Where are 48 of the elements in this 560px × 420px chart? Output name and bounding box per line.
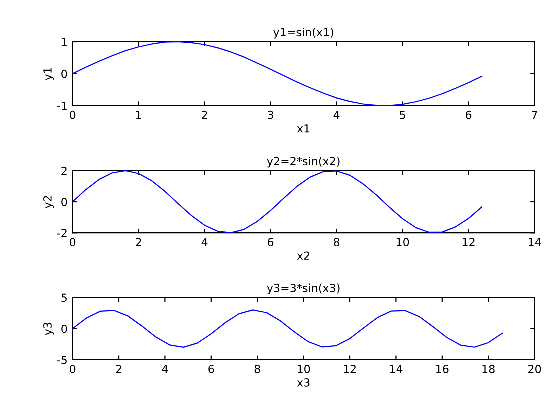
x-tick-label: 16 [436,364,449,374]
x-axis-title: x3 [297,378,310,387]
x-tick-label: 1 [136,111,142,120]
x-tick-label: 2 [116,364,122,374]
y-axis-title: y3 [44,322,54,336]
x-tick-label: 10 [396,238,410,247]
x-tick-label: 18 [482,364,495,374]
x-tick-label: 8 [334,238,340,247]
y-tick-label: -2 [57,229,67,238]
y-tick-label: -1 [57,102,67,110]
y-axis-title: y1 [44,68,54,80]
line-series [72,170,483,234]
x-tick-label: 8 [254,364,260,374]
x-tick-label: 12 [344,364,356,374]
x-tick-label: 0 [70,110,76,120]
x-tick-label: 4 [202,238,208,246]
x-tick-label: 6 [208,364,214,374]
x-tick-label: 4 [162,365,168,374]
chart-title: y3=3*sin(x3) [267,284,340,295]
x-tick-label: 5 [400,111,406,120]
x-tick-label: 0 [70,238,76,247]
y-tick-label: 1 [62,38,67,46]
y-axis-title: y2 [44,196,54,209]
x-tick-label: 14 [528,238,542,246]
x-tick-label: 14 [390,365,403,374]
y-tick-label: -5 [57,356,67,364]
x-tick-label: 20 [528,364,542,374]
y-tick-label: 0 [62,324,68,334]
x-axis-title: x1 [297,124,310,133]
x-tick-label: 6 [268,238,274,247]
y-tick-label: 0 [62,70,68,78]
x-tick-label: 2 [202,110,208,120]
x-tick-label: 4 [334,111,340,120]
y-tick-label: 5 [62,294,67,302]
x-tick-label: 6 [466,110,472,120]
line-series [72,310,504,348]
x-axis-title: x2 [297,252,310,260]
x-tick-label: 10 [298,364,310,374]
line-series [72,41,483,106]
x-tick-label: 0 [70,364,76,374]
x-tick-label: 2 [136,238,142,246]
chart-title: y2=2*sin(x2) [267,156,340,168]
y-tick-label: 0 [62,198,68,206]
x-tick-label: 12 [462,238,475,246]
x-tick-label: 7 [532,111,538,120]
chart-title: y1=sin(x1) [274,28,334,39]
x-tick-label: 3 [268,110,274,120]
y-tick-label: 2 [62,166,67,176]
